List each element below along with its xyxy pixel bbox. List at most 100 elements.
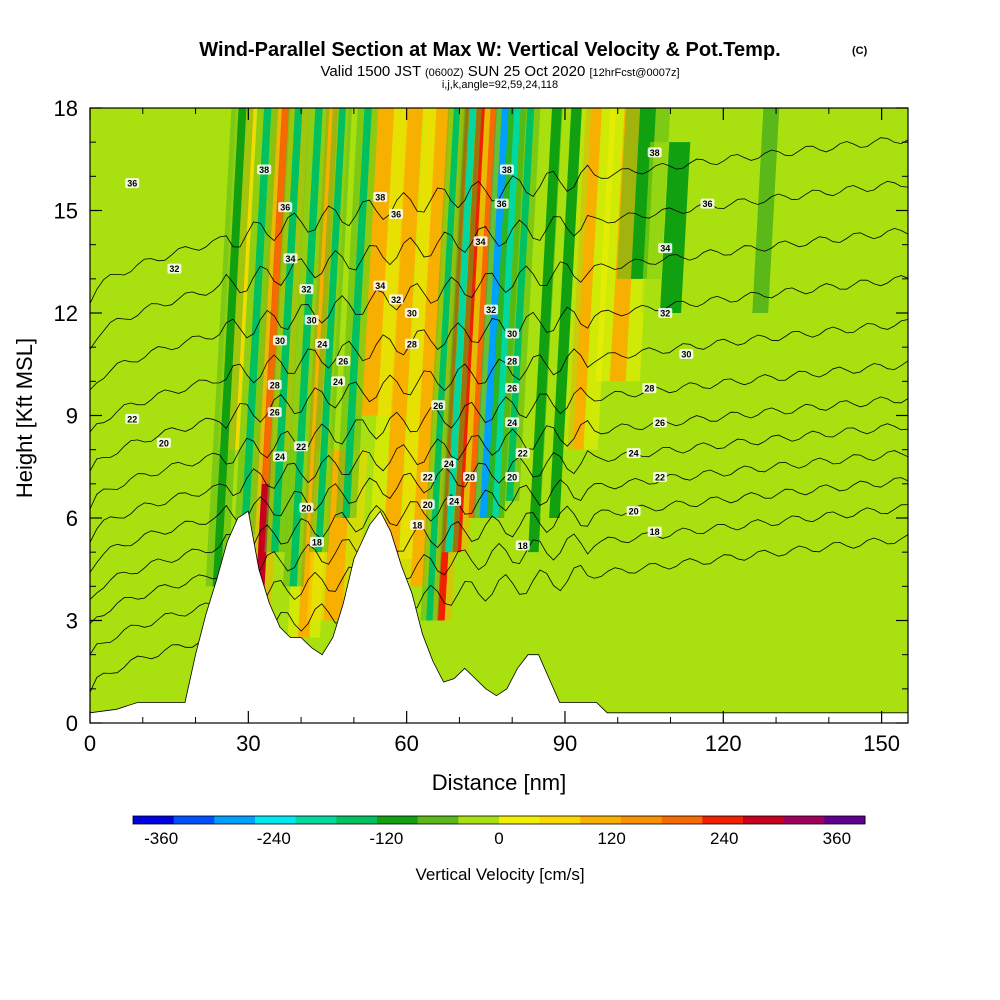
x-tick-label: 120 [705, 731, 742, 756]
svg-text:24: 24 [333, 377, 343, 387]
svg-text:26: 26 [270, 408, 280, 418]
isentrope-label: 22 [652, 472, 667, 483]
colorbar-swatch [743, 816, 785, 824]
isentrope-label: 26 [431, 400, 446, 411]
svg-text:20: 20 [301, 503, 311, 513]
isentrope-label: 36 [389, 208, 404, 219]
isentrope-label: 22 [294, 441, 309, 452]
svg-text:36: 36 [702, 199, 712, 209]
svg-text:18: 18 [412, 520, 422, 530]
svg-text:24: 24 [444, 459, 454, 469]
terrain [90, 510, 908, 723]
isentrope-36 [90, 227, 908, 391]
svg-text:36: 36 [127, 179, 137, 189]
colorbar-swatch [255, 816, 297, 824]
x-axis-label: Distance [nm] [432, 770, 567, 795]
isentrope-26 [90, 423, 908, 573]
colorbar-swatch [377, 816, 419, 824]
svg-text:18: 18 [312, 537, 322, 547]
svg-text:28: 28 [270, 380, 280, 390]
colorbar-tick-label: -360 [144, 829, 178, 848]
svg-text:22: 22 [296, 442, 306, 452]
isentrope-34 [90, 275, 908, 433]
colorbar-swatch [661, 816, 703, 824]
isentrope-24 [90, 450, 908, 600]
isentrope-label: 32 [389, 294, 404, 305]
isentrope-label: 24 [447, 495, 462, 506]
isentrope-label: 20 [626, 506, 641, 517]
downdraft-band-0 [240, 108, 272, 536]
isentrope-labels: 3632222038363432302826242220183024262438… [125, 147, 715, 551]
updraft-band-4 [468, 108, 497, 518]
svg-text:32: 32 [391, 295, 401, 305]
isentrope-label: 30 [679, 349, 694, 360]
colorbar-swatch [499, 816, 541, 824]
colorbar-swatch [295, 816, 337, 824]
isentrope-label: 36 [278, 202, 293, 213]
colorbar-swatch [539, 816, 581, 824]
x-tick-label: 90 [553, 731, 577, 756]
svg-text:28: 28 [507, 356, 517, 366]
y-tick-label: 6 [66, 506, 78, 531]
isentrope-lines [90, 137, 908, 693]
x-tick-label: 60 [394, 731, 418, 756]
isentrope-label: 30 [304, 314, 319, 325]
y-tick-label: 18 [54, 96, 78, 121]
downdraft-band-3 [315, 108, 346, 553]
svg-text:34: 34 [660, 244, 670, 254]
x-tick-label: 0 [84, 731, 96, 756]
isentrope-label: 20 [505, 472, 520, 483]
subtitle-utc: (0600Z) [425, 67, 464, 79]
colorbar-frame [132, 815, 866, 825]
svg-text:20: 20 [465, 473, 475, 483]
isentrope-label: 24 [441, 458, 456, 469]
isentrope-label: 32 [484, 304, 499, 315]
isentrope-label: 34 [283, 253, 298, 264]
y-tick-label: 0 [66, 711, 78, 736]
colorbar-tick-label: -120 [369, 829, 403, 848]
isentrope-label: 22 [420, 472, 435, 483]
subtitle-forecast: [12hrFcst@0007z] [589, 67, 679, 79]
isentrope-label: 36 [125, 178, 140, 189]
colorbar-swatch [458, 816, 500, 824]
isentrope-label: 38 [257, 164, 272, 175]
svg-text:22: 22 [423, 473, 433, 483]
x-axis: 0 30 60 90 120 150 [84, 108, 900, 756]
svg-text:38: 38 [259, 165, 269, 175]
downdraft-band-2 [289, 108, 323, 587]
isentrope-label: 30 [272, 335, 287, 346]
colorbar-ticks: -360 -240 -120 0 120 240 360 [144, 829, 851, 848]
svg-text:30: 30 [275, 336, 285, 346]
isentrope-label: 36 [494, 198, 509, 209]
isentrope-label: 38 [499, 164, 514, 175]
colorbar-title: Vertical Velocity [cm/s] [415, 865, 584, 884]
svg-text:30: 30 [681, 350, 691, 360]
isentrope-label: 24 [272, 451, 287, 462]
svg-text:18: 18 [518, 541, 528, 551]
svg-text:24: 24 [449, 496, 459, 506]
isentrope-label: 20 [156, 437, 171, 448]
downdraft-band-8 [492, 108, 521, 518]
colorbar-tick-label: 240 [710, 829, 738, 848]
svg-text:20: 20 [159, 438, 169, 448]
svg-text:36: 36 [391, 209, 401, 219]
y-tick-label: 15 [54, 199, 78, 224]
svg-text:20: 20 [423, 500, 433, 510]
isentrope-32 [90, 319, 908, 472]
isentrope-label: 24 [626, 448, 641, 459]
y-axis-label: Height [Kft MSL] [12, 338, 37, 498]
svg-text:38: 38 [375, 192, 385, 202]
svg-text:28: 28 [644, 384, 654, 394]
svg-text:22: 22 [518, 449, 528, 459]
isentrope-label: 32 [299, 284, 314, 295]
isentrope-label: 22 [515, 448, 530, 459]
colorbar-swatch [621, 816, 663, 824]
colorbar-tick-label: 0 [494, 829, 503, 848]
colorbar-tick-label: -240 [257, 829, 291, 848]
colorbar-swatch [336, 816, 378, 824]
svg-text:22: 22 [655, 473, 665, 483]
isentrope-label: 28 [505, 355, 520, 366]
downdraft-band-6 [445, 108, 477, 553]
colorbar-swatch [417, 816, 459, 824]
